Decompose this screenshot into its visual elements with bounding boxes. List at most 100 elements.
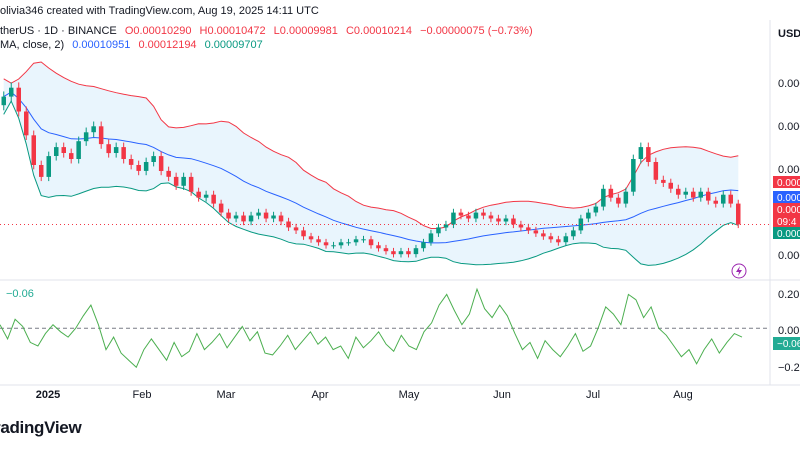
candle-body bbox=[218, 203, 224, 213]
candle-body bbox=[676, 188, 681, 195]
candle-body bbox=[706, 191, 711, 201]
candle-body bbox=[488, 215, 494, 219]
low-value: L0.00009981 bbox=[273, 25, 338, 37]
candle-body bbox=[406, 251, 411, 255]
candle-body bbox=[113, 147, 119, 153]
high-value: H0.00010472 bbox=[199, 25, 266, 37]
candle-body bbox=[16, 87, 21, 112]
candle-body bbox=[181, 176, 186, 186]
candle-body bbox=[158, 156, 164, 171]
time-tick-label: Apr bbox=[311, 389, 328, 401]
price-tag-bg bbox=[773, 191, 800, 203]
candle-body bbox=[481, 212, 486, 216]
candle-body bbox=[376, 245, 381, 249]
candle-body bbox=[9, 87, 14, 97]
bb-lower-value: 0.00009707 bbox=[204, 39, 263, 51]
candle-body bbox=[451, 212, 456, 225]
candle-body bbox=[69, 153, 74, 159]
candle-body bbox=[601, 188, 606, 207]
candle-body bbox=[248, 215, 254, 222]
candle-body bbox=[61, 147, 66, 153]
time-tick-label: Jun bbox=[493, 389, 511, 401]
price-tag-label: 0.0000 bbox=[777, 178, 800, 189]
time-tick-label: May bbox=[399, 389, 420, 401]
oscillator-tick-label: 0.20 bbox=[778, 289, 799, 301]
time-tick-label: 2025 bbox=[36, 389, 60, 401]
candle-body bbox=[511, 218, 516, 225]
bb-basis-value: 0.00010951 bbox=[72, 39, 131, 51]
candle-body bbox=[368, 239, 374, 246]
lightning-icon-bolt bbox=[736, 266, 742, 276]
price-tag-bg bbox=[773, 203, 800, 215]
price-tick-label: 0.0000 bbox=[778, 78, 800, 90]
bb-legend: MA, close, 2) 0.00010951 0.00012194 0.00… bbox=[0, 39, 268, 52]
candle-body bbox=[98, 126, 104, 145]
candle-body bbox=[83, 132, 89, 142]
tradingview-logo: radingView bbox=[0, 418, 82, 437]
candle-body bbox=[128, 159, 134, 165]
candle-body bbox=[76, 141, 81, 159]
candle-body bbox=[518, 224, 524, 228]
candle-body bbox=[653, 162, 659, 180]
open-value: O0.00010290 bbox=[124, 25, 192, 37]
oscillator-tick-label: 0.00 bbox=[778, 325, 799, 337]
created-by-text: olivia346 created with TradingView.com, … bbox=[0, 5, 319, 17]
candle-body bbox=[623, 191, 629, 204]
candle-body bbox=[196, 191, 201, 198]
price-tick-label: 0.0000 bbox=[778, 121, 800, 133]
candle-body bbox=[31, 135, 36, 165]
price-tag-label: 0.0000 bbox=[777, 229, 800, 240]
currency-label: USD bbox=[778, 28, 800, 40]
candle-body bbox=[698, 191, 703, 198]
bb-label: MA, close, 2) bbox=[0, 39, 65, 51]
time-tick-label: Aug bbox=[673, 389, 693, 401]
candle-body bbox=[24, 111, 29, 136]
candle-body bbox=[713, 200, 718, 204]
oscillator-tag-label: −0.06 bbox=[777, 339, 800, 350]
candle-body bbox=[271, 215, 276, 219]
bb-upper-value: 0.00012194 bbox=[138, 39, 197, 51]
candle-body bbox=[668, 182, 673, 189]
candle-body bbox=[316, 239, 321, 243]
candle-body bbox=[121, 147, 126, 159]
candle-body bbox=[106, 144, 111, 154]
candle-body bbox=[563, 236, 569, 243]
candle-body bbox=[233, 215, 239, 219]
candle-body bbox=[548, 236, 554, 240]
candle-body bbox=[458, 212, 464, 216]
candle-body bbox=[256, 212, 261, 216]
ohlc-legend: therUS · 1D · BINANCE O0.00010290 H0.000… bbox=[0, 25, 538, 38]
bollinger-lower-line bbox=[3, 99, 739, 266]
candle-body bbox=[661, 179, 666, 183]
oscillator-tick-label: −0.20 bbox=[778, 362, 800, 374]
candle-body bbox=[436, 227, 441, 234]
time-tick-label: Feb bbox=[133, 389, 152, 401]
candle-body bbox=[1, 96, 6, 106]
candle-body bbox=[308, 236, 314, 240]
candle-body bbox=[383, 248, 389, 252]
candle-body bbox=[586, 212, 591, 219]
price-tick-label: 0.0000 bbox=[778, 250, 800, 262]
bollinger-upper-line bbox=[3, 61, 739, 229]
candle-body bbox=[473, 212, 479, 219]
candle-body bbox=[526, 227, 531, 231]
candle-body bbox=[556, 239, 561, 243]
candle-body bbox=[736, 203, 741, 225]
bollinger-basis-line bbox=[3, 91, 739, 244]
candle-body bbox=[301, 230, 306, 237]
candle-body bbox=[293, 227, 299, 231]
candle-body bbox=[188, 176, 194, 192]
candle-body bbox=[263, 212, 269, 219]
candle-body bbox=[728, 194, 733, 204]
candle-body bbox=[466, 215, 471, 219]
candle-body bbox=[39, 165, 44, 177]
candle-body bbox=[533, 230, 539, 234]
candle-body bbox=[413, 248, 419, 255]
candle-body bbox=[143, 162, 149, 171]
oscillator-value-tag bbox=[773, 337, 800, 350]
bollinger-band-fill bbox=[3, 62, 739, 266]
price-tag-bg bbox=[773, 215, 800, 227]
candle-body bbox=[646, 147, 651, 162]
candle-body bbox=[338, 242, 344, 246]
